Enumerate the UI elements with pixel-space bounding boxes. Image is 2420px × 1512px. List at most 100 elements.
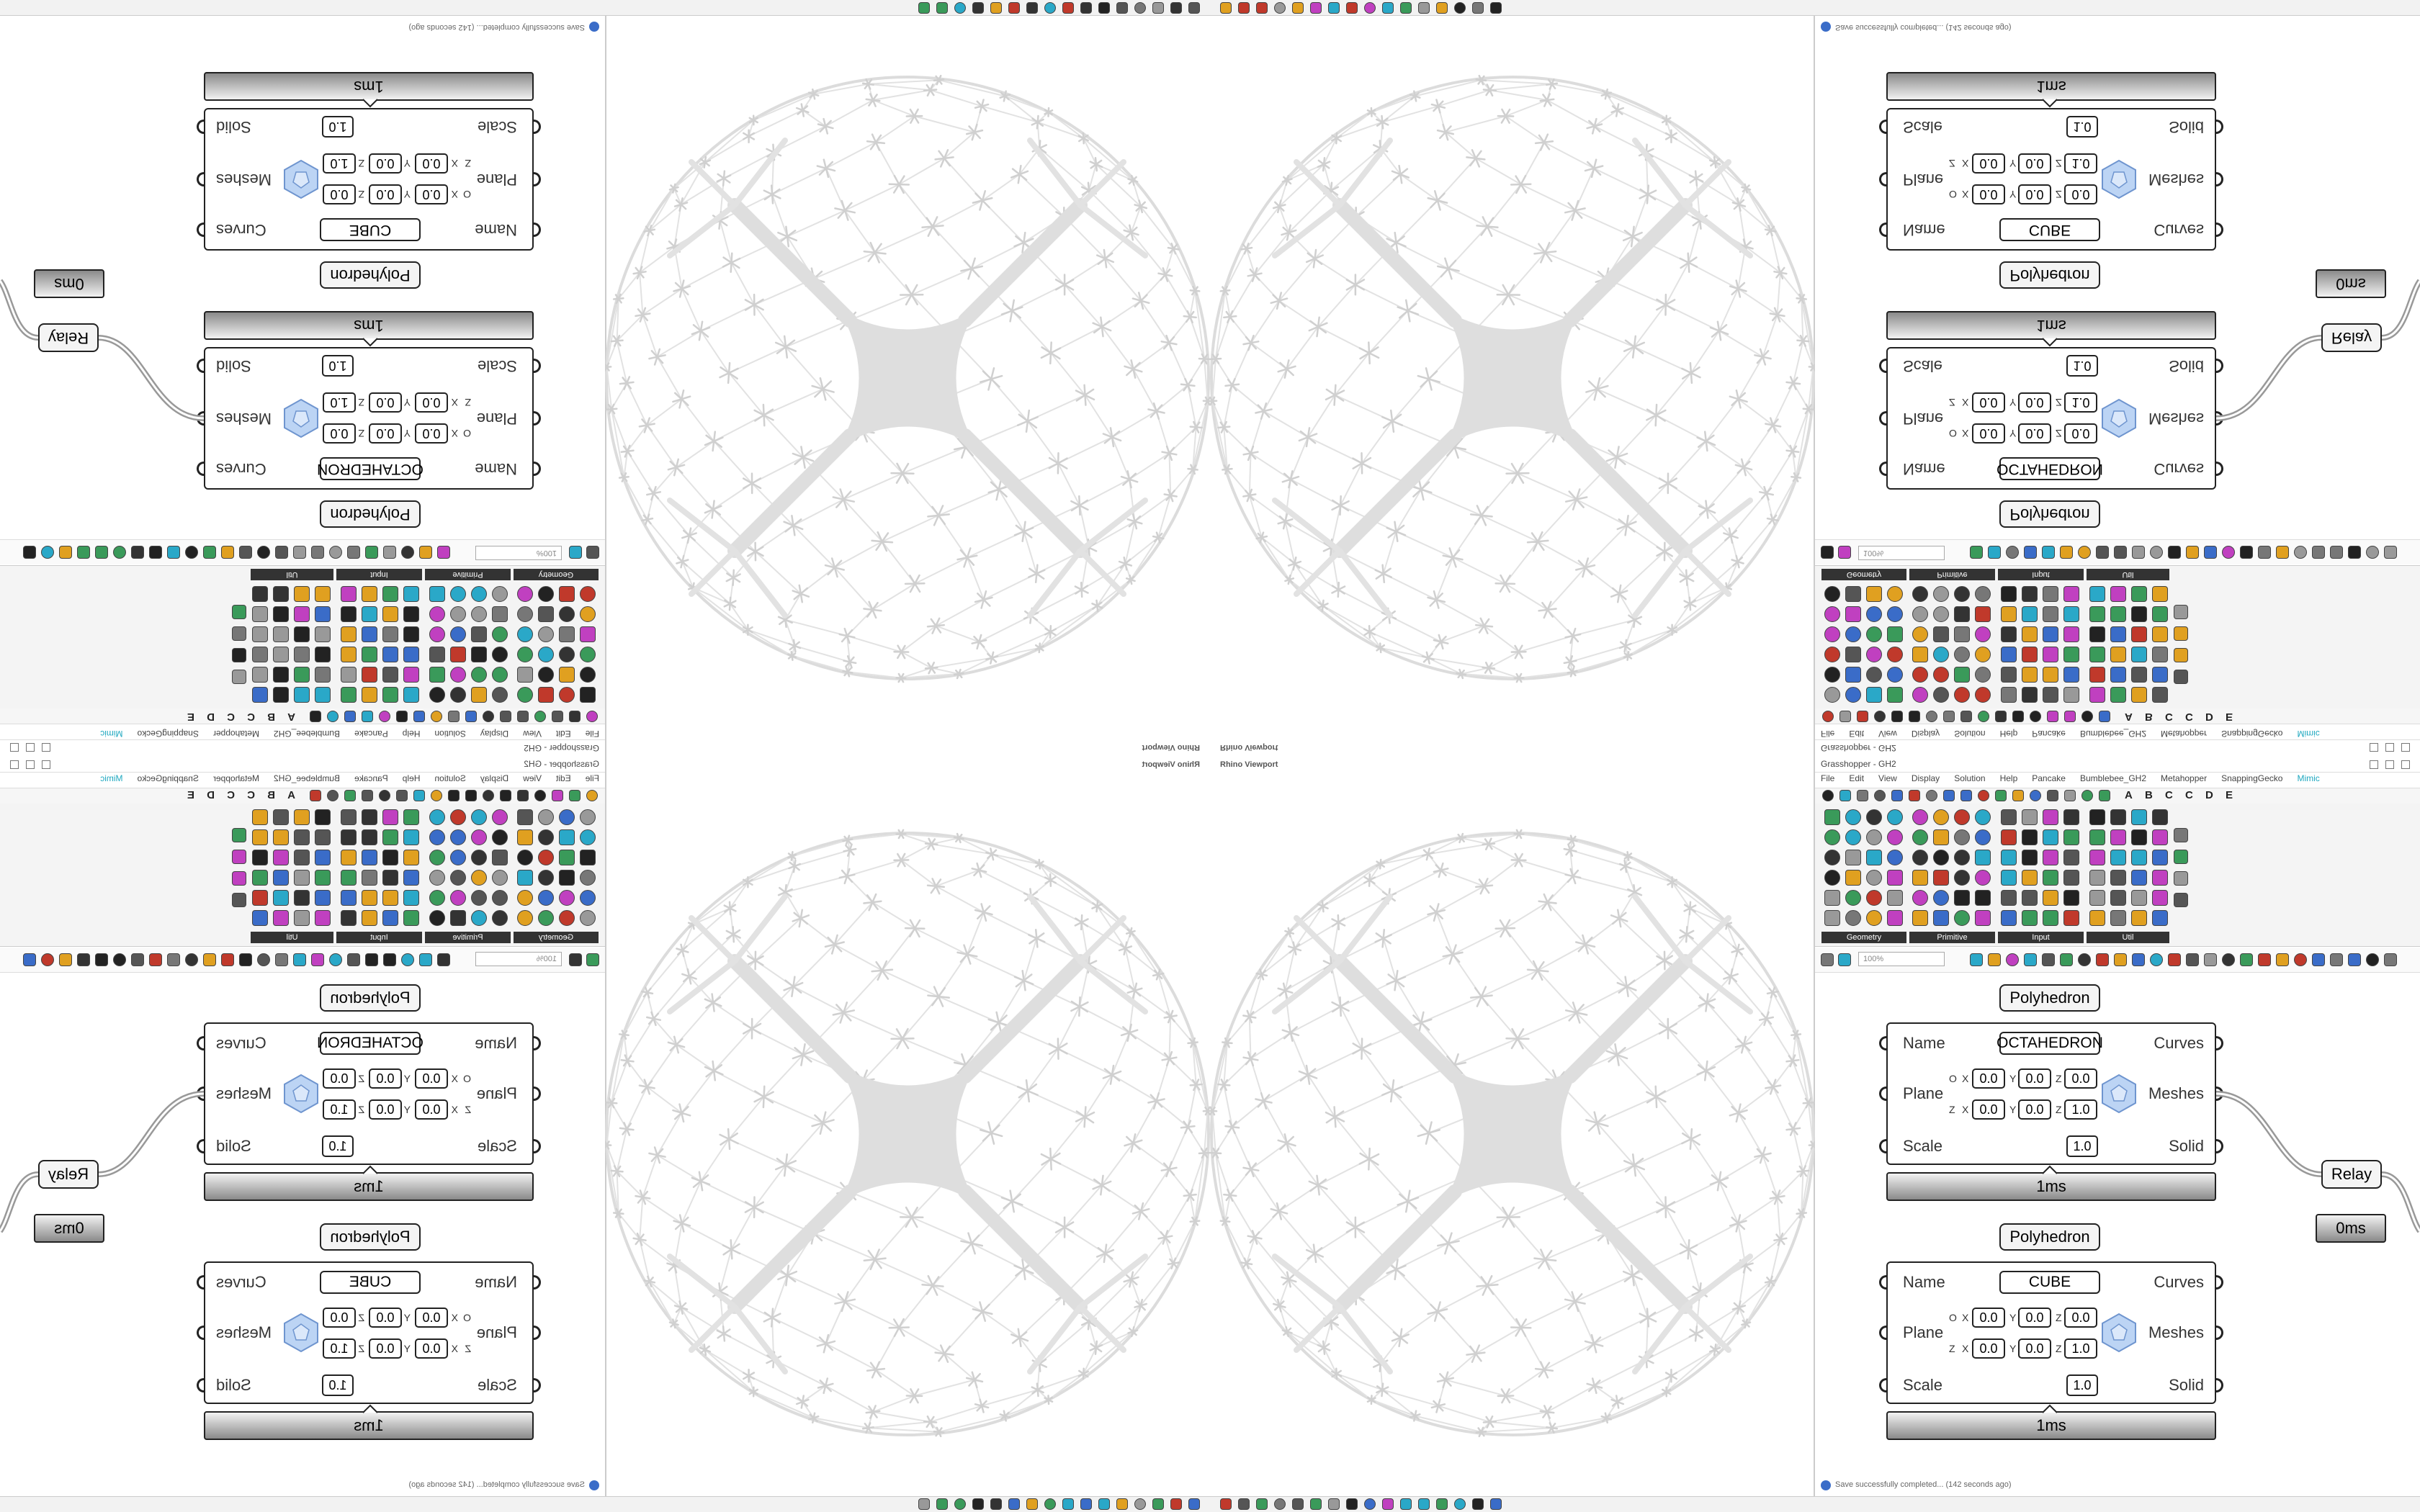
icon[interactable] xyxy=(232,871,246,886)
icon[interactable] xyxy=(1926,790,1937,801)
icon[interactable] xyxy=(450,687,466,703)
icon[interactable] xyxy=(383,546,396,559)
input-port[interactable] xyxy=(534,1086,541,1101)
menu-item[interactable]: Solution xyxy=(1954,729,1986,739)
icon[interactable] xyxy=(517,606,533,622)
icon[interactable] xyxy=(1116,1498,1128,1510)
icon[interactable] xyxy=(1912,910,1928,926)
icon[interactable] xyxy=(429,870,445,886)
icon[interactable] xyxy=(1933,586,1949,602)
icon[interactable] xyxy=(1824,890,1840,906)
relay[interactable]: Relay xyxy=(38,323,99,352)
icon[interactable] xyxy=(2131,809,2147,825)
icon[interactable] xyxy=(403,687,419,703)
component-title[interactable]: Polyhedron xyxy=(320,500,421,528)
icon[interactable] xyxy=(341,606,357,622)
icon[interactable] xyxy=(2089,910,2105,926)
icon[interactable] xyxy=(2110,850,2126,865)
icon[interactable] xyxy=(294,890,310,906)
icon[interactable] xyxy=(1975,829,1991,845)
icon[interactable] xyxy=(1824,910,1840,926)
icon[interactable] xyxy=(517,667,533,683)
icon[interactable] xyxy=(2089,667,2105,683)
tab-letter[interactable]: E xyxy=(2226,711,2233,723)
icon[interactable] xyxy=(431,711,442,722)
icon[interactable] xyxy=(232,648,246,662)
coord-value[interactable]: 1.0 xyxy=(323,153,356,174)
icon[interactable] xyxy=(1866,586,1882,602)
icon[interactable] xyxy=(1845,809,1861,825)
input-port[interactable] xyxy=(1879,1378,1886,1392)
icon[interactable] xyxy=(1912,809,1928,825)
icon[interactable] xyxy=(2366,546,2379,559)
icon[interactable] xyxy=(1933,910,1949,926)
icon[interactable] xyxy=(2384,953,2397,966)
icon[interactable] xyxy=(954,2,966,14)
menu-item[interactable]: Pancake xyxy=(2032,729,2066,739)
icon[interactable] xyxy=(362,586,377,602)
icon[interactable] xyxy=(273,870,289,886)
icon[interactable] xyxy=(538,626,554,642)
icon[interactable] xyxy=(315,667,331,683)
icon[interactable] xyxy=(1954,809,1970,825)
input-port[interactable] xyxy=(1879,172,1886,186)
icon[interactable] xyxy=(1912,586,1928,602)
icon[interactable] xyxy=(538,829,554,845)
icon[interactable] xyxy=(534,711,546,722)
icon[interactable] xyxy=(1954,890,1970,906)
menu-item[interactable]: Pancake xyxy=(354,773,388,783)
icon[interactable] xyxy=(329,546,342,559)
icon[interactable] xyxy=(471,626,487,642)
icon[interactable] xyxy=(580,626,596,642)
icon[interactable] xyxy=(273,809,289,825)
icon[interactable] xyxy=(2024,546,2037,559)
icon[interactable] xyxy=(2043,870,2058,886)
icon[interactable] xyxy=(1909,790,1920,801)
icon[interactable] xyxy=(2089,586,2105,602)
icon[interactable] xyxy=(382,667,398,683)
icon[interactable] xyxy=(569,546,582,559)
coord-value[interactable]: 0.0 xyxy=(1972,1068,2005,1089)
icon[interactable] xyxy=(1887,890,1903,906)
coord-value[interactable]: 0.0 xyxy=(1972,392,2005,413)
icon[interactable] xyxy=(2022,829,2038,845)
icon[interactable] xyxy=(1954,829,1970,845)
icon[interactable] xyxy=(2089,870,2105,886)
icon[interactable] xyxy=(365,953,378,966)
icon[interactable] xyxy=(429,586,445,602)
icon[interactable] xyxy=(580,667,596,683)
icon[interactable] xyxy=(580,647,596,662)
coord-value[interactable]: 0.0 xyxy=(369,423,402,444)
icon[interactable] xyxy=(1933,626,1949,642)
icon[interactable] xyxy=(311,953,324,966)
icon[interactable] xyxy=(413,711,425,722)
icon[interactable] xyxy=(559,910,575,926)
icon[interactable] xyxy=(113,546,126,559)
tab-letter[interactable]: D xyxy=(207,711,215,723)
icon[interactable] xyxy=(1838,953,1851,966)
icon[interactable] xyxy=(382,910,398,926)
icon[interactable] xyxy=(2089,606,2105,622)
icon[interactable] xyxy=(2152,667,2168,683)
icon[interactable] xyxy=(2240,953,2253,966)
relay[interactable]: Relay xyxy=(2321,1160,2382,1189)
icon[interactable] xyxy=(2168,953,2181,966)
icon[interactable] xyxy=(2001,626,2017,642)
icon[interactable] xyxy=(2131,606,2147,622)
tab-letter[interactable]: C xyxy=(2185,789,2193,801)
icon[interactable] xyxy=(315,850,331,865)
icon[interactable] xyxy=(1954,850,1970,865)
tab-letter[interactable]: A xyxy=(2125,789,2133,801)
icon[interactable] xyxy=(1887,647,1903,662)
icon[interactable] xyxy=(232,850,246,864)
input-port[interactable] xyxy=(1879,1086,1886,1101)
icon[interactable] xyxy=(294,626,310,642)
icon[interactable] xyxy=(1887,809,1903,825)
icon[interactable] xyxy=(2131,890,2147,906)
icon[interactable] xyxy=(471,687,487,703)
icon[interactable] xyxy=(1839,790,1851,801)
component-title[interactable]: Polyhedron xyxy=(1999,984,2100,1012)
tab-letter[interactable]: C xyxy=(2165,711,2173,723)
icon[interactable] xyxy=(2174,605,2188,619)
icon[interactable] xyxy=(1874,711,1886,722)
